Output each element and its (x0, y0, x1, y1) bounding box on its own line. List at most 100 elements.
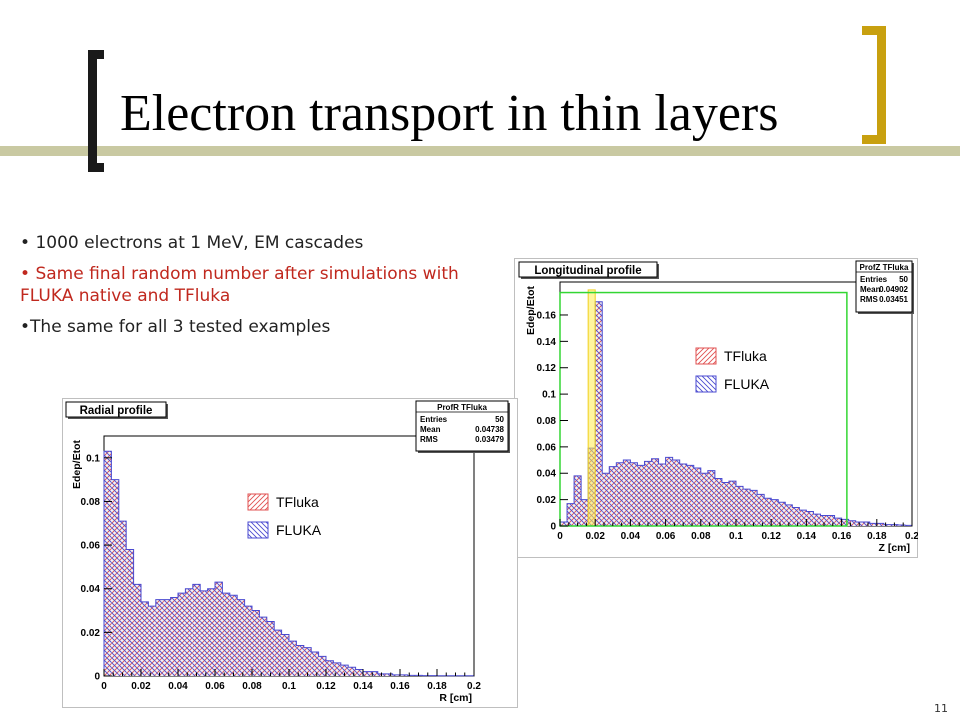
left-bracket-decoration (88, 50, 104, 172)
histogram-bin-fluka (771, 499, 779, 526)
bullet-item: • 1000 electrons at 1 MeV, EM cascades (20, 232, 500, 254)
y-tick-label: 0.1 (86, 453, 100, 464)
histogram-bin-fluka (658, 464, 666, 526)
y-tick-label: 0 (94, 672, 100, 683)
histogram-bin-fluka (883, 524, 891, 526)
histogram-bin-fluka (841, 519, 849, 526)
legend-swatch-fluka (247, 521, 269, 539)
histogram-bin-fluka (644, 461, 652, 526)
histogram-bin-fluka (222, 593, 230, 676)
title-box-frame (65, 401, 167, 418)
x-tick-label: 0.08 (242, 681, 262, 692)
stats-label: RMS (860, 295, 878, 304)
y-tick-label: 0.08 (537, 416, 557, 427)
stats-label: Entries (420, 415, 448, 424)
x-tick-label: 0.06 (205, 681, 225, 692)
histogram-bin-fluka (757, 494, 765, 526)
x-tick-label: 0 (557, 531, 563, 542)
histogram-bin-fluka (595, 301, 603, 526)
bullet-text: The same for all 3 tested examples (30, 317, 331, 337)
histogram-bin-fluka (799, 510, 807, 526)
chart-title-box: Longitudinal profile (518, 261, 659, 279)
histogram-bin-fluka (141, 601, 149, 676)
histogram-bin-fluka (827, 515, 835, 526)
x-tick-label: 0.1 (729, 531, 743, 542)
stats-value: 0.03451 (879, 295, 908, 304)
x-tick-label: 0.14 (797, 531, 817, 542)
histogram-bin-fluka (560, 522, 568, 526)
slide-number: 11 (934, 702, 948, 715)
legend-label: FLUKA (276, 522, 322, 538)
x-tick-label: 0.04 (621, 531, 641, 542)
stats-value: 0.04738 (475, 425, 504, 434)
histogram-bin-fluka (311, 652, 319, 676)
histogram-bin-fluka (581, 499, 589, 526)
green-box-overlay (559, 291, 848, 527)
stats-label: Entries (860, 275, 888, 284)
title-underline-bar (0, 146, 960, 156)
histogram-bin-fluka (289, 641, 297, 676)
y-tick-label: 0 (550, 522, 556, 533)
histogram-bin-fluka (126, 549, 134, 676)
histogram-bin-fluka (348, 667, 356, 676)
histogram-outline (103, 450, 475, 677)
y-tick-label: 0.1 (542, 390, 556, 401)
right-bracket-decoration (862, 26, 886, 144)
histogram-bin-fluka (296, 645, 304, 676)
x-tick-label: 0.18 (427, 681, 447, 692)
histogram-bin-fluka (574, 475, 582, 526)
stats-value: 50 (495, 415, 504, 424)
histogram-bin-fluka (104, 451, 112, 676)
bullet-item: • Same final random number after simulat… (20, 263, 500, 307)
bullet-marker: • (20, 317, 31, 337)
x-tick-label: 0.08 (691, 531, 711, 542)
bullet-text: Same final random number after simulatio… (20, 264, 459, 306)
x-tick-label: 0 (101, 681, 107, 692)
x-axis-label: Z [cm] (879, 542, 911, 554)
histogram-bin-fluka (623, 460, 631, 526)
histogram-bin-fluka (630, 462, 638, 526)
histogram-bin-fluka (200, 590, 208, 676)
x-tick-label: 0.04 (168, 681, 188, 692)
bullet-text: 1000 electrons at 1 MeV, EM cascades (35, 233, 364, 253)
histogram-bin-fluka (385, 673, 393, 676)
longitudinal-profile-chart: 0 0.02 0.04 0.06 0.08 0.1 0.12 0.14 0.16 0.18 0.2 0… (514, 258, 918, 558)
histogram-bin-fluka (876, 523, 884, 526)
bullet-marker: • (20, 264, 31, 284)
histogram-bin-fluka (686, 465, 694, 526)
histogram-bin-fluka (370, 671, 378, 676)
histogram-bin-fluka (215, 582, 223, 676)
legend-swatch-fluka (695, 375, 717, 393)
histogram-bin-fluka (736, 486, 744, 526)
x-tick-label: 0.16 (390, 681, 410, 692)
histogram-bin-fluka (834, 518, 842, 526)
histogram-bin-fluka (700, 473, 708, 526)
x-tick-label: 0.2 (467, 681, 481, 692)
histogram-bin-fluka (679, 464, 687, 526)
histogram-bin-fluka (274, 630, 282, 676)
legend-label: TFluka (276, 494, 319, 510)
stats-value: 50 (899, 275, 908, 284)
stats-label: RMS (420, 435, 438, 444)
x-tick-label: 0.18 (867, 531, 887, 542)
stats-box-frame (415, 400, 509, 452)
stats-value: 0.03479 (475, 435, 504, 444)
histogram-bin-fluka (163, 599, 171, 676)
histogram-bin-fluka (785, 504, 793, 526)
histogram-bin-fluka (355, 669, 363, 676)
radial-profile-chart: 0 0.02 0.04 0.06 0.08 0.1 0.12 0.14 0.16 0.18 0.2 0… (62, 398, 518, 708)
y-tick-label: 0.06 (537, 442, 557, 453)
y-tick-label: 0.04 (537, 469, 557, 480)
x-axis-label: R [cm] (439, 692, 472, 704)
chart-legend: TFluka FLUKA (695, 347, 770, 393)
histogram-bin-fluka (392, 674, 400, 676)
stats-title: ProfR TFluka (437, 403, 487, 412)
stats-label: Mean (860, 285, 881, 294)
histogram-bin-fluka (778, 502, 786, 526)
stats-title: ProfZ TFluka (860, 263, 909, 272)
x-tick-label: 0.06 (656, 531, 676, 542)
histogram-bin-fluka (848, 520, 856, 526)
histogram-bin-fluka (333, 662, 341, 676)
histogram-bin-fluka (266, 621, 275, 676)
